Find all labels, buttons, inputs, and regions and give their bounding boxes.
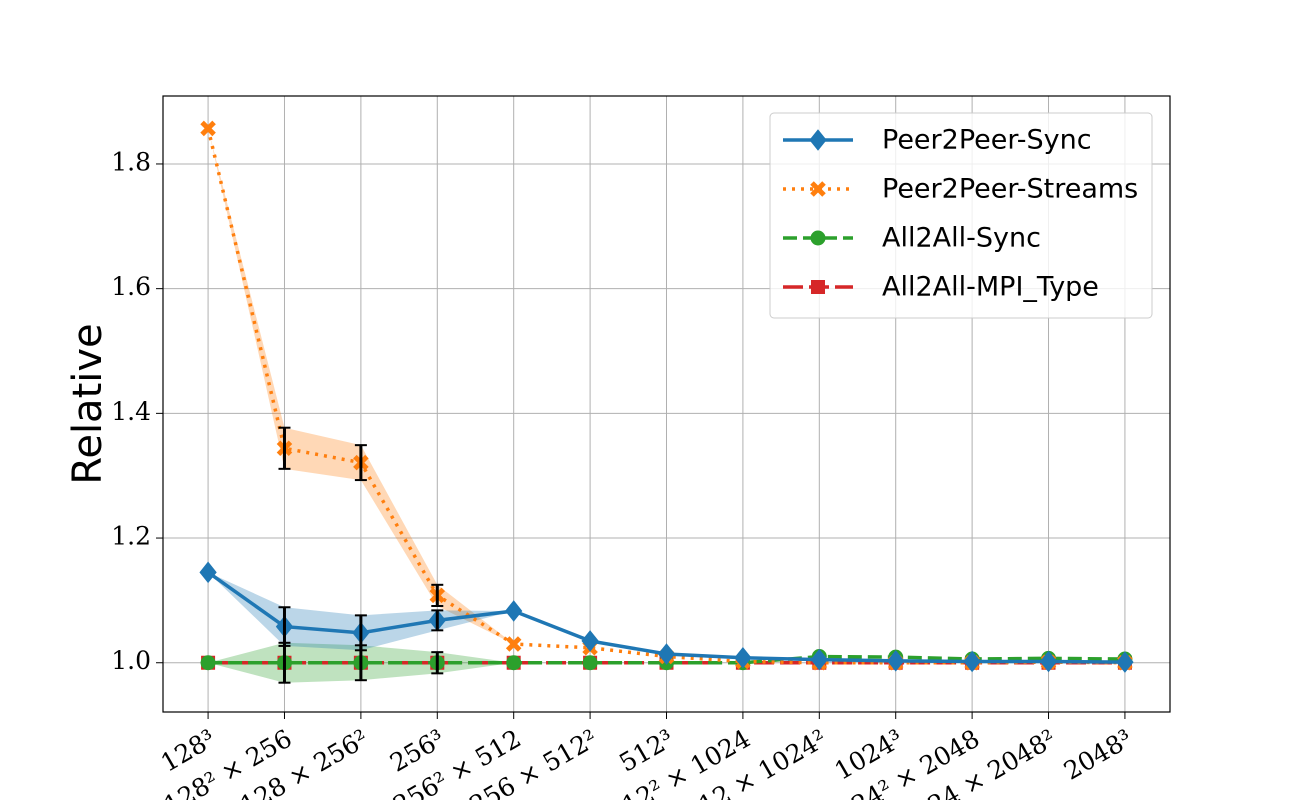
marker — [809, 129, 827, 151]
legend-label: Peer2Peer-Streams — [882, 174, 1138, 205]
error-bar — [278, 606, 291, 647]
error-bar — [354, 444, 367, 482]
marker — [963, 650, 981, 673]
error-band — [208, 572, 1125, 663]
marker — [505, 600, 523, 622]
marker — [810, 230, 826, 246]
y-axis-label: Relative — [65, 323, 111, 484]
error-bar — [278, 426, 291, 470]
marker — [1039, 650, 1058, 673]
y-tick-label: 1.2 — [111, 522, 151, 551]
y-tick-label: 1.6 — [111, 272, 151, 301]
legend: Peer2Peer-Sync Peer2Peer-Streams All2All-S… — [769, 112, 1153, 319]
legend-label: All2All-Sync — [882, 223, 1041, 254]
y-tick-label: 1.8 — [111, 147, 151, 176]
marker — [200, 120, 216, 137]
marker — [199, 561, 217, 584]
marker — [582, 655, 598, 671]
legend-label: Peer2Peer-Sync — [882, 125, 1092, 156]
marker — [200, 655, 216, 671]
marker — [657, 643, 676, 665]
marker — [811, 280, 825, 294]
x-tick-label: 2048³ — [1059, 724, 1137, 786]
marker — [887, 650, 905, 672]
error-bar — [431, 609, 444, 632]
marker — [506, 655, 522, 671]
y-tick-label: 1.0 — [111, 646, 151, 675]
marker — [505, 636, 522, 652]
plot-frame — [162, 95, 1171, 713]
legend-box — [769, 112, 1153, 319]
marker — [734, 646, 752, 669]
error-bar — [431, 583, 444, 608]
marker — [1116, 651, 1134, 673]
marker — [810, 648, 828, 671]
y-tick-label: 1.4 — [111, 397, 151, 426]
marker — [810, 181, 826, 197]
legend-label: All2All-MPI_Type — [882, 272, 1099, 303]
error-bar — [431, 651, 444, 675]
error-bar — [354, 614, 367, 652]
marker — [581, 630, 599, 652]
